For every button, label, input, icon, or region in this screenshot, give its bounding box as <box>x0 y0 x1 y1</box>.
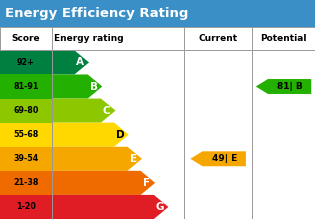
Polygon shape <box>52 171 155 195</box>
Text: 21-38: 21-38 <box>13 178 39 187</box>
Bar <box>0 27 315 219</box>
Polygon shape <box>52 147 142 171</box>
Text: D: D <box>116 130 124 140</box>
Text: A: A <box>76 57 84 67</box>
Text: 92+: 92+ <box>17 58 35 67</box>
Text: 49| E: 49| E <box>212 154 237 163</box>
Text: 69-80: 69-80 <box>13 106 39 115</box>
Polygon shape <box>190 151 246 166</box>
Text: 1-20: 1-20 <box>16 202 36 212</box>
Text: E: E <box>130 154 137 164</box>
Polygon shape <box>52 195 169 219</box>
Text: 55-68: 55-68 <box>13 130 39 139</box>
Bar <box>0 123 52 147</box>
Bar <box>0 147 52 171</box>
Polygon shape <box>256 79 311 94</box>
Bar <box>0 99 52 123</box>
Polygon shape <box>52 123 129 147</box>
Text: Score: Score <box>12 34 40 43</box>
Bar <box>0 74 52 99</box>
Polygon shape <box>52 50 89 74</box>
Text: 81-91: 81-91 <box>13 82 39 91</box>
Text: C: C <box>103 106 111 116</box>
Bar <box>0 0 315 27</box>
Text: 81| B: 81| B <box>277 82 302 91</box>
Text: Energy Efficiency Rating: Energy Efficiency Rating <box>5 7 188 20</box>
Bar <box>0 50 52 74</box>
Text: G: G <box>155 202 164 212</box>
Text: F: F <box>143 178 150 188</box>
Text: B: B <box>89 81 98 92</box>
Text: 39-54: 39-54 <box>13 154 39 163</box>
Bar <box>0 195 52 219</box>
Text: Current: Current <box>198 34 238 43</box>
Polygon shape <box>52 99 116 123</box>
Polygon shape <box>52 74 102 99</box>
Text: Potential: Potential <box>260 34 307 43</box>
Bar <box>0 171 52 195</box>
Text: Energy rating: Energy rating <box>54 34 124 43</box>
